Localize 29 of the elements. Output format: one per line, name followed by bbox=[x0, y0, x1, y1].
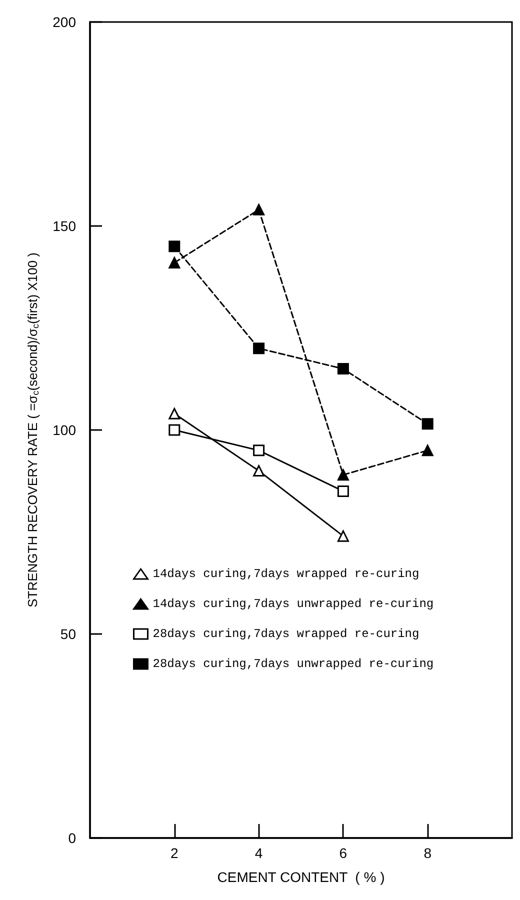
y-axis-title: STRENGTH RECOVERY RATE ( =σc(second)/σc(first) X100 ) bbox=[25, 252, 40, 608]
x-tick-label: 2 bbox=[170, 845, 178, 861]
point bbox=[337, 363, 349, 375]
legend-label: 28days curing,7days unwrapped re-curing bbox=[152, 657, 434, 671]
point bbox=[253, 342, 265, 354]
point bbox=[337, 469, 349, 481]
point bbox=[253, 444, 265, 456]
x-axis-title: CEMENT CONTENT ( % ) bbox=[217, 869, 385, 885]
point bbox=[253, 204, 265, 216]
legend-label: 14days curing,7days wrapped re-curing bbox=[152, 567, 420, 581]
legend-label: 14days curing,7days unwrapped re-curing bbox=[152, 597, 434, 611]
y-tick-label: 100 bbox=[52, 422, 76, 438]
point bbox=[337, 485, 349, 497]
point bbox=[422, 418, 434, 430]
point bbox=[168, 240, 180, 252]
x-tick-label: 8 bbox=[424, 845, 432, 861]
y-tick-label: 150 bbox=[52, 218, 76, 234]
legend-label: 28days curing,7days wrapped re-curing bbox=[152, 627, 420, 641]
point bbox=[422, 444, 434, 456]
y-tick-label: 0 bbox=[68, 830, 76, 846]
y-tick-label: 200 bbox=[52, 14, 76, 30]
x-tick-label: 4 bbox=[254, 845, 263, 861]
point bbox=[168, 408, 180, 420]
x-tick-label: 6 bbox=[339, 845, 348, 861]
point bbox=[253, 465, 265, 477]
y-tick-label: 50 bbox=[60, 626, 76, 642]
point bbox=[168, 256, 180, 268]
point bbox=[337, 530, 349, 542]
point bbox=[168, 424, 180, 436]
